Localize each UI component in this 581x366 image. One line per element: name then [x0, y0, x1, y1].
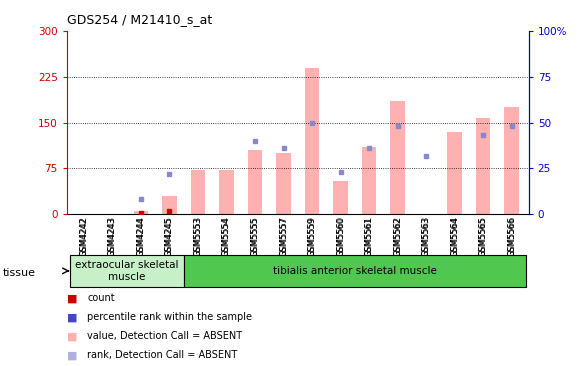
Bar: [134, 211, 148, 214]
Bar: [220, 170, 234, 214]
Text: GSM5559: GSM5559: [307, 216, 317, 256]
Text: GSM4242: GSM4242: [80, 216, 88, 256]
Bar: [362, 147, 376, 214]
Text: GSM4243: GSM4243: [108, 216, 117, 256]
Bar: [333, 180, 347, 214]
Text: GSM5553: GSM5553: [193, 216, 202, 256]
Bar: [476, 118, 490, 214]
Bar: [191, 170, 205, 214]
Bar: [390, 101, 405, 214]
Bar: [447, 132, 462, 214]
Text: GSM5562: GSM5562: [393, 216, 402, 256]
Text: GDS254 / M21410_s_at: GDS254 / M21410_s_at: [67, 13, 212, 26]
Text: GSM5566: GSM5566: [507, 216, 516, 256]
Text: tissue: tissue: [3, 268, 36, 278]
Text: GSM5564: GSM5564: [450, 216, 459, 256]
Text: ■: ■: [67, 331, 77, 341]
Text: ■: ■: [67, 293, 77, 303]
Bar: [504, 107, 519, 214]
Text: count: count: [87, 293, 115, 303]
Text: ■: ■: [67, 312, 77, 322]
FancyBboxPatch shape: [70, 255, 184, 287]
Text: extraocular skeletal
muscle: extraocular skeletal muscle: [75, 260, 178, 282]
Bar: [162, 196, 177, 214]
Text: percentile rank within the sample: percentile rank within the sample: [87, 312, 252, 322]
Text: rank, Detection Call = ABSENT: rank, Detection Call = ABSENT: [87, 350, 238, 361]
Text: GSM5554: GSM5554: [222, 216, 231, 256]
Bar: [305, 68, 319, 214]
Text: GSM5561: GSM5561: [364, 216, 374, 256]
Text: tibialis anterior skeletal muscle: tibialis anterior skeletal muscle: [273, 266, 437, 276]
Bar: [248, 150, 262, 214]
Text: GSM5560: GSM5560: [336, 216, 345, 256]
Bar: [277, 153, 290, 214]
FancyBboxPatch shape: [184, 255, 526, 287]
Text: GSM4244: GSM4244: [137, 216, 145, 256]
Text: GSM4245: GSM4245: [165, 216, 174, 256]
Text: GSM5557: GSM5557: [279, 216, 288, 256]
Text: GSM5563: GSM5563: [422, 216, 431, 256]
Text: value, Detection Call = ABSENT: value, Detection Call = ABSENT: [87, 331, 242, 341]
Text: GSM5565: GSM5565: [479, 216, 487, 256]
Text: ■: ■: [67, 350, 77, 361]
Text: GSM5555: GSM5555: [250, 216, 260, 256]
